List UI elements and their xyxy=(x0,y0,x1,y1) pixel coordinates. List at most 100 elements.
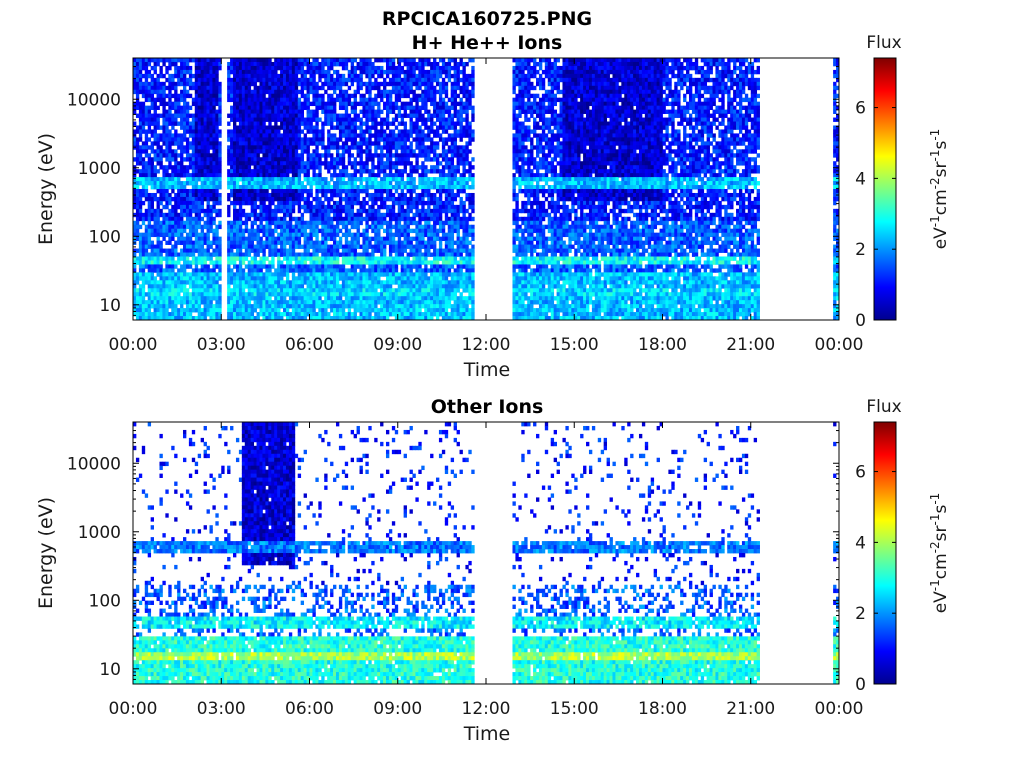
heatmap-cell xyxy=(285,145,290,150)
heatmap-cell xyxy=(353,133,357,138)
heatmap-cell xyxy=(215,165,219,170)
heatmap-cell xyxy=(359,161,363,166)
heatmap-cell xyxy=(303,165,307,170)
heatmap-cell xyxy=(347,212,352,218)
heatmap-cell xyxy=(271,109,275,114)
heatmap-cell xyxy=(371,141,375,146)
heatmap-cell xyxy=(174,240,178,245)
heatmap-cell xyxy=(200,58,204,63)
heatmap-cell xyxy=(141,61,146,67)
heatmap-cell xyxy=(147,113,152,118)
heatmap-cell xyxy=(177,165,181,170)
heatmap-cell xyxy=(271,236,275,242)
heatmap-cell xyxy=(197,93,202,99)
heatmap-cell xyxy=(238,316,243,321)
heatmap-cell xyxy=(274,316,278,321)
heatmap-cell xyxy=(153,216,157,222)
heatmap-cell xyxy=(288,200,293,206)
heatmap-cell xyxy=(153,268,157,273)
heatmap-cell xyxy=(159,196,163,202)
heatmap-cell xyxy=(147,220,152,226)
heatmap-cell xyxy=(153,58,157,63)
heatmap-cell xyxy=(150,121,154,126)
heatmap-cell xyxy=(262,276,266,281)
heatmap-cell xyxy=(377,93,381,99)
heatmap-cell xyxy=(285,113,290,118)
heatmap-cell xyxy=(297,252,302,257)
heatmap-cell xyxy=(315,58,319,63)
heatmap-cell xyxy=(247,129,252,134)
heatmap-cell xyxy=(359,312,363,317)
heatmap-cell xyxy=(203,101,207,107)
heatmap-cell xyxy=(283,256,287,261)
heatmap-cell xyxy=(341,260,346,265)
heatmap-cell xyxy=(321,192,325,198)
heatmap-cell xyxy=(250,129,255,134)
heatmap-cell xyxy=(294,173,299,178)
heatmap-cell xyxy=(312,248,316,253)
heatmap-cell xyxy=(368,129,372,134)
heatmap-cell xyxy=(180,149,184,154)
heatmap-cell xyxy=(288,288,293,293)
heatmap-cell xyxy=(335,256,340,261)
heatmap-cell xyxy=(233,133,237,138)
heatmap-cell xyxy=(385,101,390,107)
heatmap-cell xyxy=(147,117,152,122)
heatmap-cell xyxy=(244,200,249,206)
heatmap-cell xyxy=(147,58,152,63)
heatmap-cell xyxy=(247,105,252,111)
heatmap-cell xyxy=(135,93,140,99)
heatmap-cell xyxy=(333,61,337,67)
heatmap-cell xyxy=(135,308,140,313)
heatmap-cell xyxy=(374,185,378,190)
heatmap-cell xyxy=(203,196,207,202)
heatmap-cell xyxy=(353,65,357,71)
heatmap-cell xyxy=(147,173,152,178)
heatmap-cell xyxy=(283,280,287,285)
heatmap-cell xyxy=(333,133,337,138)
heatmap-cell xyxy=(183,69,187,75)
heatmap-cell xyxy=(294,153,299,158)
heatmap-cell xyxy=(244,129,249,134)
heatmap-cell xyxy=(362,284,366,289)
heatmap-cell xyxy=(250,177,255,182)
heatmap-cell xyxy=(338,196,343,202)
heatmap-cell xyxy=(138,149,143,154)
heatmap-cell xyxy=(200,288,204,293)
heatmap-cell xyxy=(338,93,343,99)
heatmap-cell xyxy=(233,196,237,202)
heatmap-cell xyxy=(259,89,263,95)
heatmap-cell xyxy=(230,129,234,134)
heatmap-cell xyxy=(285,240,290,245)
heatmap-cell xyxy=(183,105,187,111)
heatmap-cell xyxy=(335,288,340,293)
heatmap-cell xyxy=(218,300,222,305)
heatmap-cell xyxy=(274,185,278,190)
heatmap-cell xyxy=(318,117,322,122)
heatmap-cell xyxy=(306,200,310,206)
heatmap-cell xyxy=(133,228,137,234)
heatmap-cell xyxy=(183,169,187,174)
heatmap-cell xyxy=(171,141,175,146)
heatmap-cell xyxy=(235,220,240,226)
heatmap-cell xyxy=(235,77,240,83)
heatmap-cell xyxy=(285,58,290,63)
heatmap-cell xyxy=(306,264,310,269)
heatmap-cell xyxy=(244,308,249,313)
heatmap-cell xyxy=(247,248,252,253)
heatmap-cell xyxy=(244,157,249,162)
heatmap-cell xyxy=(165,85,169,91)
heatmap-cell xyxy=(353,161,357,166)
heatmap-cell xyxy=(338,58,343,63)
heatmap-cell xyxy=(188,260,193,265)
heatmap-cell xyxy=(306,256,310,261)
heatmap-cell xyxy=(212,77,216,83)
heatmap-cell xyxy=(209,260,213,265)
heatmap-cell xyxy=(309,165,313,170)
heatmap-cell xyxy=(253,308,257,313)
heatmap-cell xyxy=(162,125,166,130)
heatmap-cell xyxy=(218,272,222,277)
heatmap-cell xyxy=(241,252,246,257)
heatmap-cell xyxy=(291,296,296,301)
heatmap-cell xyxy=(285,252,290,257)
